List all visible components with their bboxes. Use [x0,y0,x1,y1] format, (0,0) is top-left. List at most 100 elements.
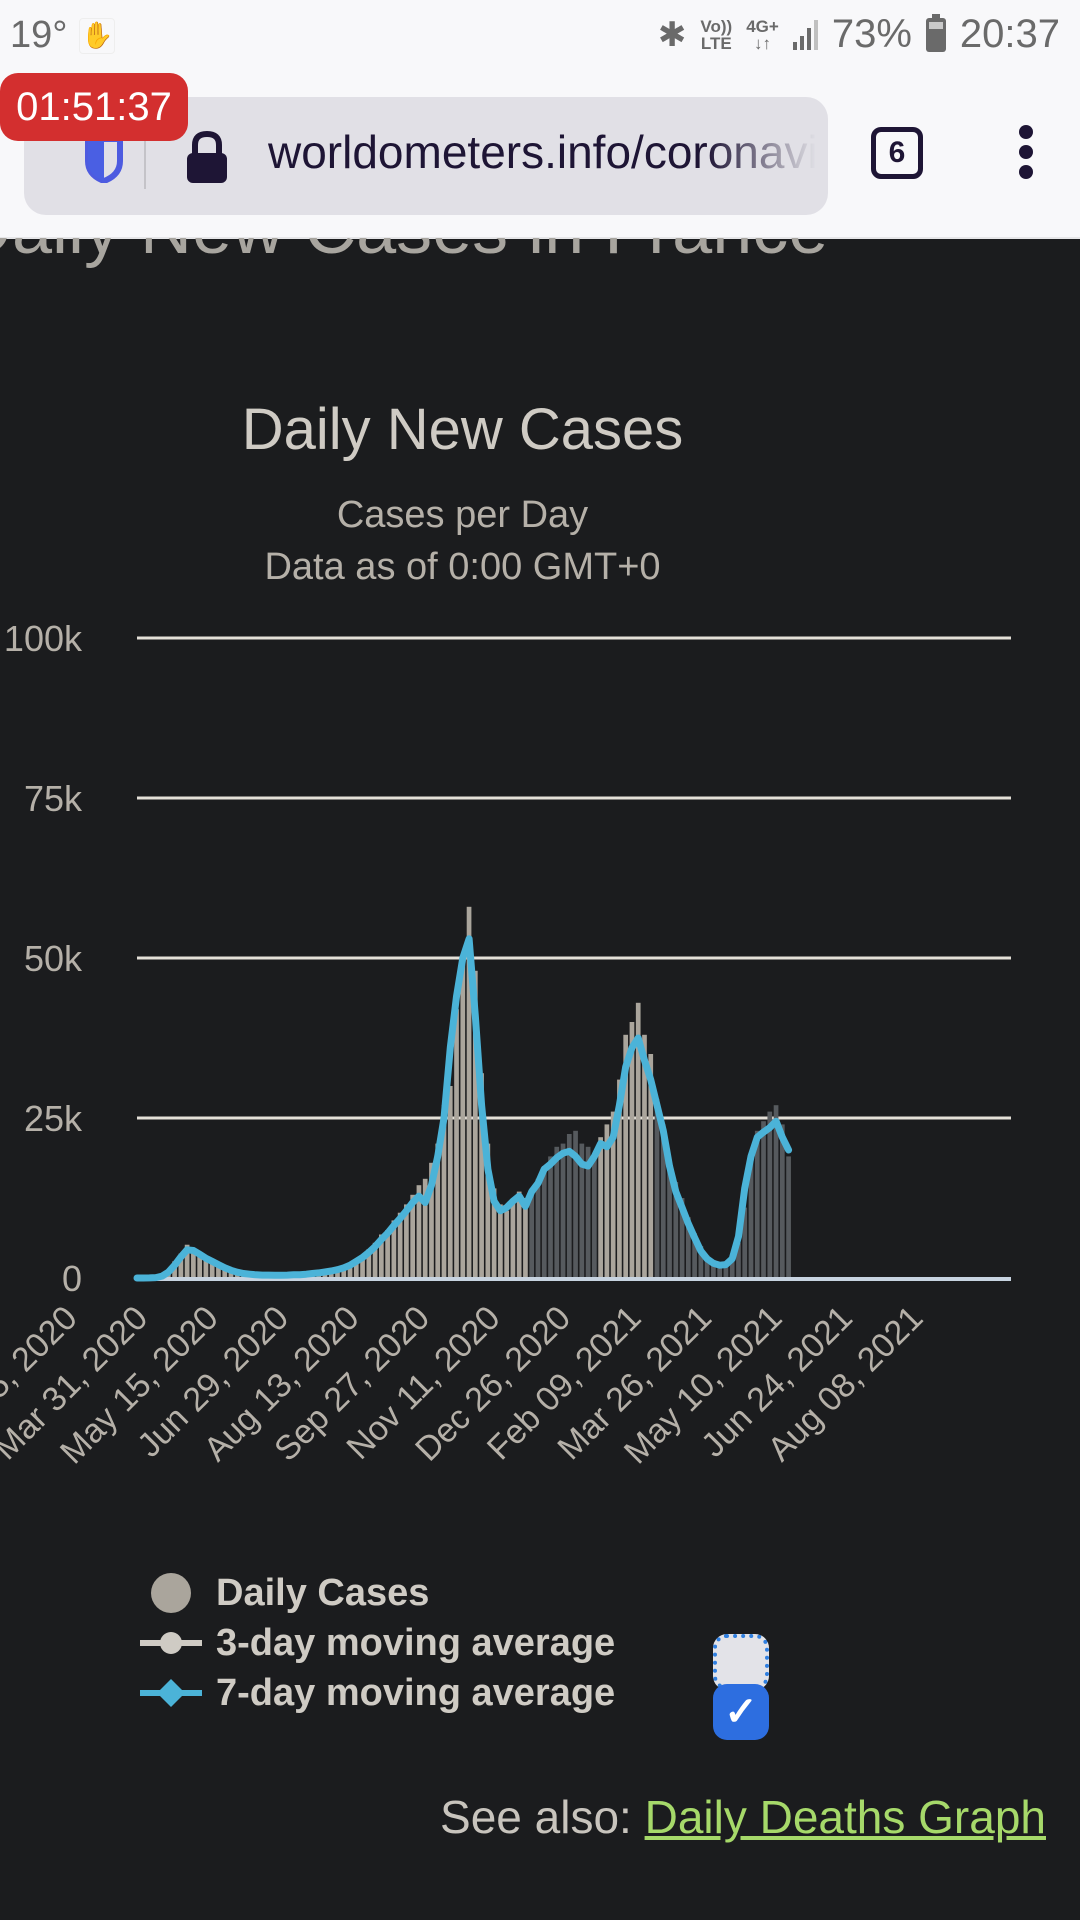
daily-cases-bar [209,1258,215,1278]
legend-label: Daily Cases [216,1571,430,1614]
temperature: 19° [10,14,68,56]
daily-cases-bar [216,1262,221,1278]
legend-item-7-day-average[interactable]: 7-day moving average [140,1668,615,1718]
daily-cases-bar [491,1188,497,1278]
7-day-average-checkbox[interactable]: ✓ [713,1684,769,1740]
daily-cases-bar [617,1079,622,1278]
seven-day-average-line [133,935,793,1282]
daily-cases-bar [698,1246,704,1278]
daily-cases-bar [353,1259,359,1278]
see-also: See also: Daily Deaths Graph [440,1790,1046,1844]
daily-cases-bar [203,1256,209,1278]
daily-cases-bar [635,1002,641,1278]
daily-cases-bar [347,1263,353,1278]
daily-cases-bar [604,1124,610,1278]
daily-cases-bar [729,1258,735,1278]
daily-cases-bar [667,1159,672,1278]
daily-cases-bar [692,1233,697,1278]
daily-cases-bar [742,1207,748,1278]
daily-cases-bar [579,1143,585,1278]
lock-icon[interactable] [184,131,230,183]
daily-cases-bar [767,1111,773,1278]
daily-cases-bar [642,1034,647,1278]
daily-cases-bar [660,1124,666,1278]
daily-cases-bar [541,1166,547,1278]
y-tick-label: 25k [24,1098,83,1139]
screen-record-timer: 01:51:37 [0,73,188,141]
daily-cases-bar [648,1054,654,1278]
address-bar-divider [144,125,146,189]
daily-cases-bar [685,1217,691,1278]
legend-item-3-day-average[interactable]: 3-day moving average [140,1618,615,1668]
daily-cases-bar [566,1134,572,1278]
tab-switcher-button[interactable]: 6 [871,127,923,179]
daily-cases-bar [397,1212,403,1278]
battery-percent: 73% [831,12,912,56]
daily-cases-bar [573,1130,578,1278]
daily-cases-bar [679,1198,685,1278]
daily-cases-bar [184,1244,190,1278]
daily-cases-bar [673,1182,679,1278]
daily-cases-bar [378,1234,384,1278]
checkmark-icon: ✓ [724,1690,758,1734]
daily-cases-bar [197,1253,203,1278]
legend-label: 7-day moving average [216,1671,616,1714]
daily-cases-bar [504,1210,509,1278]
daily-cases-bar [366,1249,372,1278]
daily-cases-bar [435,1143,441,1278]
daily-cases-bar [704,1255,710,1278]
daily-cases-bar [472,970,478,1278]
shield-icon[interactable] [84,135,124,183]
daily-cases-bar [372,1242,378,1278]
daily-cases-bar [410,1194,416,1278]
battery-icon [925,13,946,52]
signal-icon [792,19,818,50]
daily-cases-bar [529,1188,535,1278]
daily-cases-bar [454,1009,459,1278]
daily-cases-bar [761,1121,766,1278]
legend-item-daily-cases[interactable]: Daily Cases [140,1568,615,1618]
daily-cases-bar [441,1105,447,1278]
daily-cases-bar [485,1143,491,1278]
circle-icon [140,1573,202,1613]
legend-label: 3-day moving average [216,1621,616,1664]
see-also-label: See also: [440,1791,632,1843]
bluetooth-icon: ✱ [657,15,687,54]
daily-cases-bar [629,1022,635,1278]
daily-cases-bar [447,1086,453,1278]
daily-cases-bar [191,1248,196,1278]
clock: 20:37 [959,12,1060,56]
line-diamond-icon [140,1673,202,1713]
daily-cases-bar [222,1266,228,1278]
daily-cases-bar [523,1198,528,1278]
daily-cases-bar [548,1156,553,1278]
daily-cases-bar [360,1255,365,1278]
url-text[interactable]: worldometers.info/coronavirus/country/fr… [268,126,816,178]
chart-subtitle: Cases per Day [336,494,589,536]
volte-icon: Vo)) LTE [700,16,733,53]
y-tick-label: 0 [62,1258,82,1299]
daily-cases-bar [178,1253,184,1278]
daily-cases-bar [391,1220,397,1278]
daily-cases-bar [754,1130,760,1278]
daily-cases-bar [560,1143,566,1278]
daily-cases-bar [516,1191,522,1278]
daily-cases-bar [592,1156,597,1278]
daily-cases-bar [723,1263,729,1278]
daily-cases-bar [416,1185,422,1278]
more-options-icon[interactable] [1014,125,1038,185]
3-day-average-checkbox[interactable] [713,1634,769,1690]
daily-cases-bar [429,1162,434,1278]
daily-cases-bar [479,1073,484,1278]
daily-cases-bar [460,964,466,1278]
browser-toolbar: worldometers.info/coronavirus/country/fr… [0,75,1080,239]
daily-deaths-graph-link[interactable]: Daily Deaths Graph [644,1791,1046,1843]
daily-cases-bar [466,906,472,1278]
daily-cases-bar [748,1156,754,1278]
daily-cases-bar [598,1137,603,1278]
daily-cases-bar [422,1178,428,1278]
daily-cases-bar [404,1204,409,1278]
daily-cases-bar [711,1260,716,1278]
daily-cases-bar [510,1201,516,1278]
